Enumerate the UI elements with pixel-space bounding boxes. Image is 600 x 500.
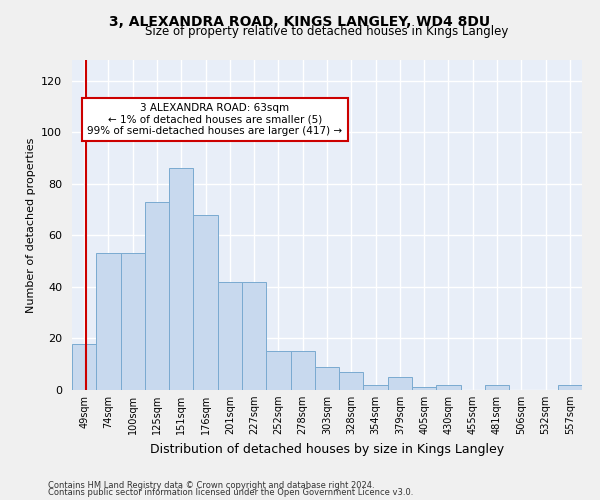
Bar [558,385,582,390]
Bar [96,254,121,390]
Bar [436,385,461,390]
Title: Size of property relative to detached houses in Kings Langley: Size of property relative to detached ho… [145,25,509,38]
Text: 3 ALEXANDRA ROAD: 63sqm
← 1% of detached houses are smaller (5)
99% of semi-deta: 3 ALEXANDRA ROAD: 63sqm ← 1% of detached… [87,103,343,136]
Text: 3, ALEXANDRA ROAD, KINGS LANGLEY, WD4 8DU: 3, ALEXANDRA ROAD, KINGS LANGLEY, WD4 8D… [109,15,491,29]
Bar [315,367,339,390]
X-axis label: Distribution of detached houses by size in Kings Langley: Distribution of detached houses by size … [150,442,504,456]
Bar [121,254,145,390]
Bar [339,372,364,390]
Bar [290,352,315,390]
Text: Contains public sector information licensed under the Open Government Licence v3: Contains public sector information licen… [48,488,413,497]
Bar [145,202,169,390]
Bar [72,344,96,390]
Y-axis label: Number of detached properties: Number of detached properties [26,138,35,312]
Bar [388,377,412,390]
Bar [412,388,436,390]
Bar [169,168,193,390]
Bar [218,282,242,390]
Bar [364,385,388,390]
Bar [485,385,509,390]
Bar [266,352,290,390]
Bar [242,282,266,390]
Bar [193,214,218,390]
Text: Contains HM Land Registry data © Crown copyright and database right 2024.: Contains HM Land Registry data © Crown c… [48,480,374,490]
